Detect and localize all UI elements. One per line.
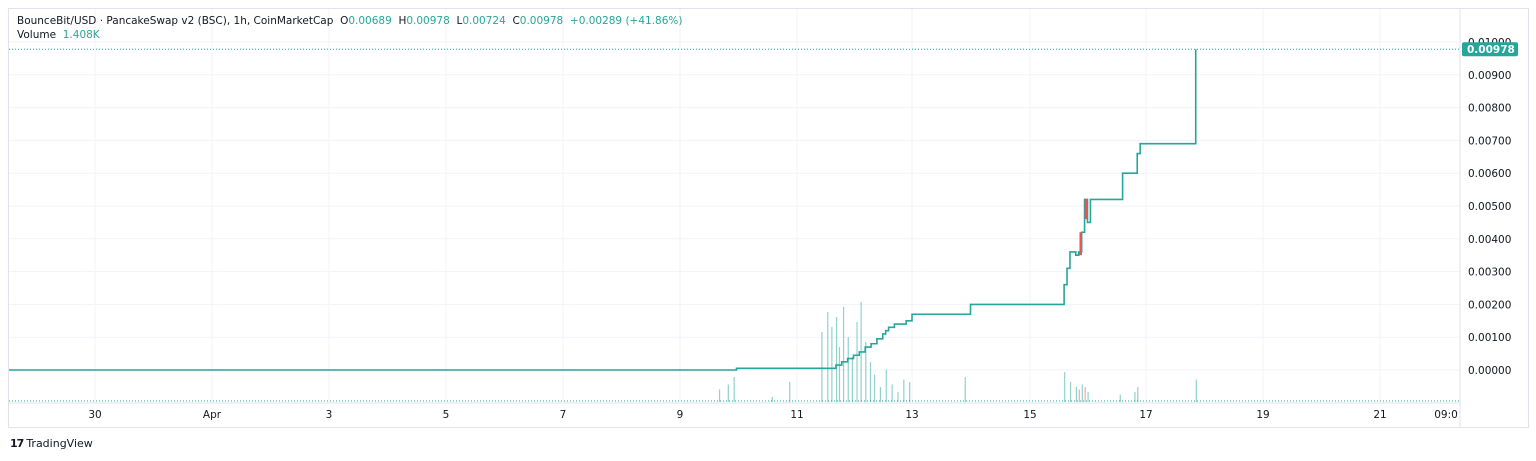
x-tick-label: 15 [1023, 409, 1036, 421]
legend-close-value: 0.00978 [519, 15, 564, 27]
y-tick-label: 0.00400 [1468, 234, 1511, 246]
volume-bar [847, 337, 849, 402]
volume-bar [727, 384, 729, 402]
volume-bar [838, 347, 841, 402]
volume-bar [718, 389, 721, 402]
x-tick-label: 7 [560, 409, 567, 421]
last-price-badge [1462, 42, 1518, 57]
y-tick-label: 0.00100 [1468, 332, 1511, 344]
volume-bar [835, 317, 838, 402]
volume-bar [865, 342, 867, 402]
volume-bar [1134, 392, 1136, 402]
volume-bar [1137, 387, 1139, 402]
x-tick-label: 13 [905, 409, 918, 421]
x-tick-label: 09:0 [1434, 409, 1458, 421]
grid-layer [9, 9, 1461, 427]
volume-bar [897, 392, 899, 402]
y-tick-label: 0.00700 [1468, 135, 1511, 147]
red-candle [1084, 199, 1088, 220]
volume-bar [842, 307, 845, 402]
volume-bar [851, 357, 853, 402]
volume-layer [9, 302, 1460, 402]
legend-high-label: H [398, 15, 407, 27]
x-tick-label: 5 [443, 409, 450, 421]
legend-open-label: O [340, 15, 349, 27]
volume-bar [856, 322, 858, 402]
volume-bar [1064, 372, 1066, 402]
volume-bar [885, 369, 887, 402]
volume-bar [903, 379, 905, 402]
volume-bar [964, 377, 966, 402]
x-tick-label: 11 [790, 409, 803, 421]
x-axis[interactable]: 30 Apr 3 5 7 9 11 13 15 17 19 21 09:0 [88, 409, 1457, 421]
legend-ohlc-row: BounceBit/USD · PancakeSwap v2 (BSC), 1h… [17, 14, 682, 28]
volume-bar [891, 384, 893, 402]
y-axis[interactable]: 0.010000.009000.008000.007000.006000.005… [1468, 37, 1511, 377]
volume-bar [1119, 394, 1121, 402]
volume-bar [1087, 392, 1089, 402]
volume-bar [873, 374, 876, 402]
volume-bar [1069, 382, 1072, 402]
tradingview-logo-icon[interactable]: 17 [10, 437, 24, 450]
volume-bar [789, 382, 791, 402]
y-tick-label: 0.00200 [1468, 299, 1511, 311]
x-tick-label: 21 [1373, 409, 1386, 421]
volume-bar [771, 397, 773, 402]
footer: 17 TradingView [10, 437, 93, 450]
legend-change-value: +0.00289 (+41.86%) [569, 15, 683, 27]
last-price-text: 0.00978 [1467, 44, 1515, 56]
x-tick-label: 17 [1139, 409, 1152, 421]
y-tick-label: 0.00000 [1468, 365, 1511, 377]
red-candle [1079, 232, 1082, 256]
price-layer [9, 49, 1197, 371]
volume-bar [1078, 389, 1080, 402]
last-price-layer: 0.00978 [9, 42, 1518, 57]
volume-bar [733, 377, 735, 402]
y-tick-label: 0.00800 [1468, 103, 1511, 115]
volume-bar [879, 387, 882, 402]
y-tick-label: 0.00900 [1468, 70, 1511, 82]
volume-bar [1075, 387, 1077, 402]
volume-bar [1084, 387, 1086, 402]
legend-close-label: C [512, 15, 520, 27]
legend-open-value: 0.00689 [348, 15, 392, 27]
y-tick-label: 0.00500 [1468, 201, 1511, 213]
x-tick-label: 9 [677, 409, 684, 421]
x-tick-label: 19 [1256, 409, 1269, 421]
chart-legend: BounceBit/USD · PancakeSwap v2 (BSC), 1h… [17, 14, 682, 42]
x-tick-label: 3 [326, 409, 333, 421]
x-tick-label: 30 [88, 409, 101, 421]
legend-volume-label[interactable]: Volume [17, 29, 57, 41]
chart-frame [8, 8, 1529, 428]
price-line [9, 49, 1197, 371]
volume-bar [1195, 379, 1197, 402]
volume-bar [1081, 384, 1083, 402]
legend-low-value: 0.00724 [462, 15, 506, 27]
volume-bar [831, 327, 833, 402]
legend-low-label: L [456, 15, 463, 27]
y-tick-label: 0.00600 [1468, 168, 1511, 180]
tradingview-brand[interactable]: TradingView [26, 437, 93, 450]
volume-bar [827, 312, 829, 402]
x-tick-label: Apr [203, 409, 222, 421]
volume-bar [909, 382, 911, 402]
volume-bar [821, 332, 823, 402]
legend-symbol[interactable]: BounceBit/USD · PancakeSwap v2 (BSC), 1h… [17, 15, 334, 27]
legend-volume-value: 1.408K [62, 29, 100, 41]
legend-volume-row: Volume 1.408K [17, 28, 682, 42]
volume-bar [869, 362, 872, 402]
y-tick-label: 0.00300 [1468, 267, 1511, 279]
legend-high-value: 0.00978 [406, 15, 450, 27]
